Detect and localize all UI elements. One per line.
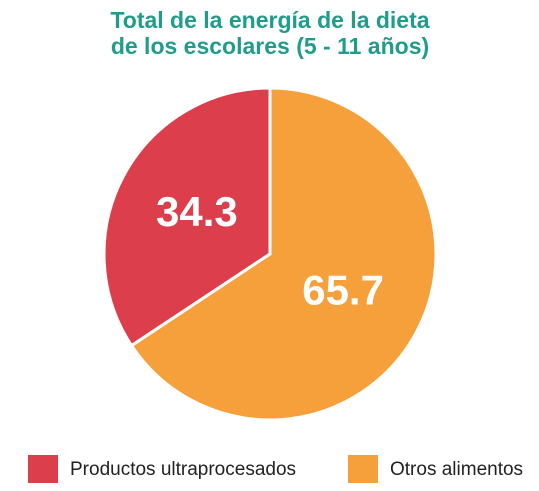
pie-slice (129, 86, 438, 422)
legend-swatch (348, 455, 378, 483)
legend-swatch (28, 455, 58, 483)
data-label: 65.7 (302, 266, 384, 313)
data-label: 34.3 (156, 188, 238, 235)
legend-label: Productos ultraprocesados (70, 459, 296, 480)
chart-title: de los escolares (5 - 11 años) (111, 33, 429, 59)
chart-title: Total de la energía de la dieta (110, 7, 429, 33)
legend-label: Otros alimentos (390, 459, 523, 480)
